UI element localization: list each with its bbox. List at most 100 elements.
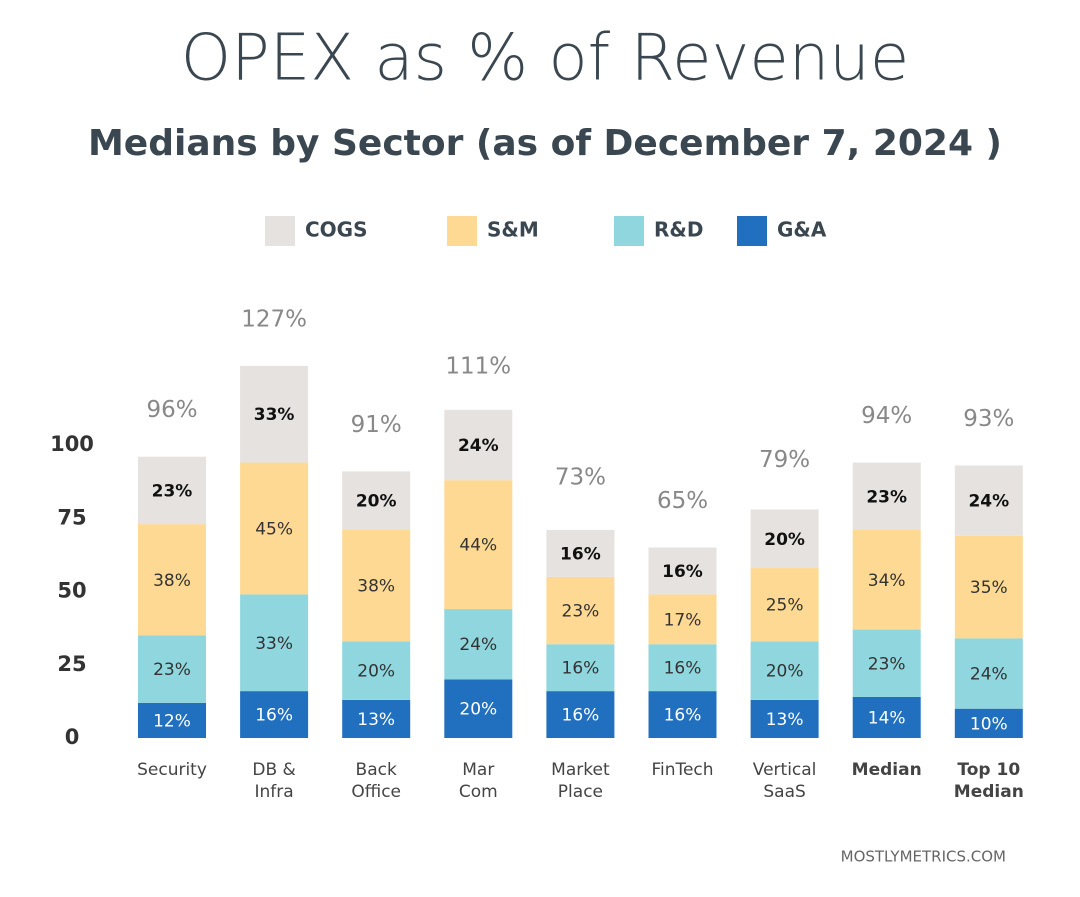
bar-segment bbox=[750, 509, 819, 569]
bar-segment bbox=[750, 641, 819, 700]
legend-swatch bbox=[265, 216, 295, 246]
value-label: 45% bbox=[255, 520, 293, 540]
value-label: 23% bbox=[868, 654, 906, 674]
bar-segment bbox=[138, 456, 206, 525]
x-tick-label: Median bbox=[954, 782, 1024, 802]
bar-segment bbox=[342, 529, 411, 642]
bar-segment bbox=[240, 462, 309, 595]
value-label: 24% bbox=[458, 436, 499, 456]
bar-segment bbox=[444, 480, 513, 610]
bar-segment bbox=[954, 465, 1023, 536]
total-label: 91% bbox=[351, 412, 402, 438]
x-tick-label: DB & bbox=[252, 760, 295, 780]
legend-swatch bbox=[614, 216, 644, 246]
bar-segment bbox=[240, 594, 309, 692]
total-label: 79% bbox=[759, 447, 810, 473]
value-label: 24% bbox=[970, 665, 1008, 685]
value-label: 23% bbox=[866, 487, 907, 507]
bar-segment bbox=[648, 594, 717, 645]
bar-segment bbox=[954, 708, 1023, 738]
total-label: 127% bbox=[241, 306, 307, 332]
x-tick-label: Market bbox=[551, 760, 610, 780]
total-label: 96% bbox=[146, 397, 197, 423]
total-label: 111% bbox=[445, 353, 511, 379]
bar-segment bbox=[648, 547, 717, 595]
total-label: 73% bbox=[555, 465, 606, 491]
x-tick-label: Place bbox=[558, 782, 603, 802]
chart-subtitle: Medians by Sector (as of December 7, 202… bbox=[88, 123, 1002, 164]
bar-segment bbox=[648, 691, 717, 738]
value-label: 14% bbox=[868, 708, 906, 728]
bar-segment bbox=[852, 529, 921, 630]
chart-title: OPEX as % of Revenue bbox=[181, 22, 909, 96]
value-label: 25% bbox=[766, 596, 804, 616]
value-label: 38% bbox=[153, 571, 191, 591]
bar-segment bbox=[750, 699, 819, 738]
total-label: 65% bbox=[657, 488, 708, 514]
x-tick-label: SaaS bbox=[763, 782, 805, 802]
bar-segment bbox=[444, 679, 513, 738]
x-tick-label: Vertical bbox=[753, 760, 817, 780]
bar-segment bbox=[546, 644, 615, 692]
bar-segment bbox=[852, 629, 921, 697]
bar-segment bbox=[240, 691, 309, 738]
total-label: 93% bbox=[963, 406, 1014, 432]
value-label: 44% bbox=[459, 536, 497, 556]
value-label: 23% bbox=[562, 602, 600, 622]
bar-segment bbox=[342, 699, 411, 738]
x-tick-label: Mar bbox=[462, 760, 494, 780]
x-tick-label: Median bbox=[852, 760, 922, 780]
value-label: 24% bbox=[459, 635, 497, 655]
bar-segment bbox=[546, 691, 615, 738]
value-label: 23% bbox=[152, 481, 193, 501]
bar-segment bbox=[546, 529, 615, 577]
value-label: 33% bbox=[254, 405, 295, 425]
value-label: 20% bbox=[356, 492, 397, 512]
value-label: 20% bbox=[357, 662, 395, 682]
legend-label: G&A bbox=[777, 218, 827, 242]
value-label: 13% bbox=[766, 710, 804, 730]
y-tick-label: 75 bbox=[57, 505, 86, 529]
bar-segment bbox=[852, 462, 921, 530]
source: MOSTLYMETRICS.COM bbox=[841, 848, 1006, 866]
x-tick-label: Infra bbox=[255, 782, 294, 802]
y-tick-label: 25 bbox=[57, 652, 86, 676]
value-label: 13% bbox=[357, 710, 395, 730]
total-label: 94% bbox=[861, 403, 912, 429]
bar-segment bbox=[954, 535, 1023, 639]
y-tick-label: 100 bbox=[50, 432, 94, 456]
legend-label: COGS bbox=[305, 218, 368, 242]
value-label: 12% bbox=[153, 711, 191, 731]
value-label: 10% bbox=[970, 714, 1008, 734]
value-label: 23% bbox=[153, 660, 191, 680]
value-label: 35% bbox=[970, 578, 1008, 598]
y-tick-label: 0 bbox=[65, 725, 80, 749]
x-tick-label: Back bbox=[356, 760, 397, 780]
bar-segment bbox=[750, 568, 819, 642]
legend-label: R&D bbox=[654, 218, 703, 242]
x-tick-label: Office bbox=[351, 782, 401, 802]
legend-swatch bbox=[447, 216, 477, 246]
value-label: 20% bbox=[459, 700, 497, 720]
bar-segment bbox=[342, 471, 411, 530]
x-tick-label: FinTech bbox=[651, 760, 713, 780]
value-label: 34% bbox=[868, 571, 906, 591]
value-label: 16% bbox=[560, 544, 601, 564]
value-label: 38% bbox=[357, 577, 395, 597]
bar-segment bbox=[954, 638, 1023, 709]
value-label: 16% bbox=[664, 659, 702, 679]
value-label: 16% bbox=[255, 706, 293, 726]
bar-segment bbox=[138, 524, 206, 636]
value-label: 17% bbox=[664, 610, 702, 630]
x-tick-label: Com bbox=[459, 782, 498, 802]
legend-label: S&M bbox=[487, 218, 539, 242]
bar-segment bbox=[546, 576, 615, 645]
value-label: 16% bbox=[562, 706, 600, 726]
bar-segment bbox=[342, 641, 411, 700]
bar-segment bbox=[648, 644, 717, 692]
bar-segment bbox=[240, 365, 309, 463]
value-label: 24% bbox=[968, 492, 1009, 512]
bar-segment bbox=[138, 702, 206, 738]
value-label: 20% bbox=[764, 530, 805, 550]
